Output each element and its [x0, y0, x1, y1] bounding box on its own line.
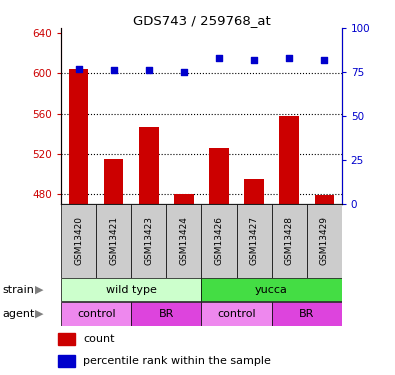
Bar [272, 204, 307, 278]
Text: strain: strain [2, 285, 34, 295]
Bar [61, 302, 131, 326]
Text: BR: BR [299, 309, 314, 319]
Text: wild type: wild type [106, 285, 157, 295]
Bar [139, 127, 158, 204]
Bar [69, 69, 88, 204]
Text: BR: BR [159, 309, 174, 319]
Bar [201, 204, 237, 278]
Text: GSM13429: GSM13429 [320, 216, 329, 266]
Bar [209, 148, 229, 204]
Text: GSM13420: GSM13420 [74, 216, 83, 266]
Point [181, 69, 187, 75]
Bar [174, 194, 194, 204]
Bar [201, 302, 272, 326]
Text: GSM13427: GSM13427 [250, 216, 259, 266]
Text: GSM13428: GSM13428 [284, 216, 293, 266]
Bar [61, 204, 96, 278]
Bar [58, 333, 75, 345]
Text: count: count [83, 334, 115, 344]
Text: control: control [77, 309, 116, 319]
Text: percentile rank within the sample: percentile rank within the sample [83, 356, 271, 366]
Point [111, 68, 117, 74]
Text: yucca: yucca [255, 285, 288, 295]
Text: GSM13423: GSM13423 [144, 216, 153, 266]
Point [286, 55, 292, 61]
Text: ▶: ▶ [35, 285, 44, 295]
Bar [245, 179, 264, 204]
Point [75, 66, 82, 72]
Text: GSM13424: GSM13424 [179, 216, 188, 266]
Title: GDS743 / 259768_at: GDS743 / 259768_at [133, 14, 270, 27]
Point [251, 57, 257, 63]
Bar [131, 302, 201, 326]
Point [321, 57, 327, 63]
Text: GSM13426: GSM13426 [214, 216, 224, 266]
Bar [279, 116, 299, 204]
Bar [61, 278, 201, 302]
Point [146, 68, 152, 74]
Point [216, 55, 222, 61]
Text: ▶: ▶ [35, 309, 44, 319]
Bar [96, 204, 131, 278]
Bar [131, 204, 166, 278]
Bar [307, 204, 342, 278]
Bar [272, 302, 342, 326]
Bar [58, 355, 75, 368]
Text: GSM13421: GSM13421 [109, 216, 118, 266]
Bar [104, 159, 124, 204]
Bar [166, 204, 201, 278]
Bar [237, 204, 271, 278]
Text: control: control [217, 309, 256, 319]
Bar [314, 195, 334, 204]
Text: agent: agent [2, 309, 34, 319]
Bar [201, 278, 342, 302]
